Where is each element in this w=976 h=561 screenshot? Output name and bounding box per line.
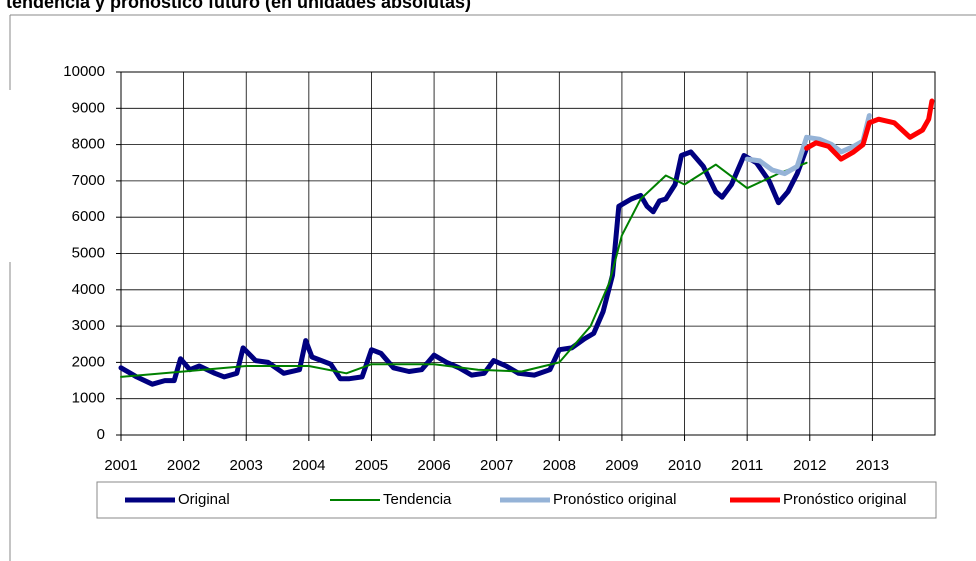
x-tick-label: 2008 [543,457,576,474]
series-line [118,145,810,387]
x-tick-label: 2010 [668,457,701,474]
x-tick-label: 2011 [731,457,763,474]
y-tick-label: 1000 [72,390,105,407]
x-tick-label: 2006 [417,457,450,474]
x-tick-label: 2007 [480,457,513,474]
series-line [744,113,872,177]
x-tick-label: 2001 [104,457,137,474]
x-tick-label: 2012 [793,457,826,474]
y-tick-label: 9000 [72,99,105,116]
y-tick-label: 5000 [72,244,105,261]
y-tick-label: 10000 [63,63,105,80]
x-tick-label: 2013 [856,457,889,474]
x-tick-label: 2009 [605,457,638,474]
series-line [120,161,808,378]
legend-label: Pronóstico original [783,491,906,508]
plot-border [120,71,936,436]
x-tick-label: 2003 [230,457,263,474]
legend-label: Tendencia [383,491,452,508]
y-tick-label: 7000 [72,172,105,189]
chart-title: tendencia y pronóstico futuro (en unidad… [6,0,471,12]
y-tick-label: 6000 [72,208,105,225]
y-tick-label: 0 [97,426,105,443]
x-tick-label: 2005 [355,457,388,474]
y-tick-label: 8000 [72,136,105,153]
series-line [804,98,935,162]
y-tick-label: 2000 [72,353,105,370]
y-tick-label: 3000 [72,317,105,334]
y-tick-label: 4000 [72,281,105,298]
legend-label: Original [178,491,230,508]
legend-box [96,481,937,519]
x-tick-label: 2004 [292,457,325,474]
legend-label: Pronóstico original [553,491,676,508]
x-tick-label: 2002 [167,457,200,474]
